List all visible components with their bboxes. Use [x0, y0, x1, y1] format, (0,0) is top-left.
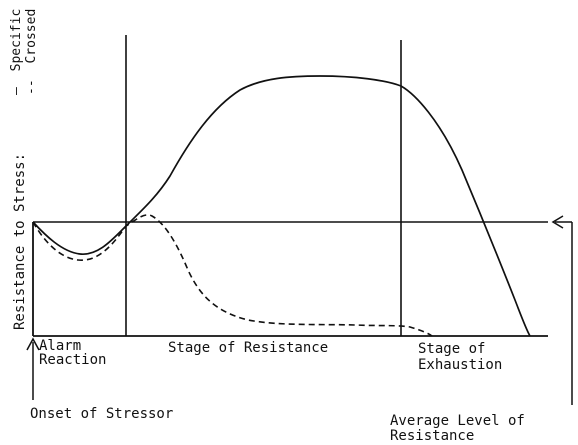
- average-level-arrow: [551, 215, 573, 405]
- svg-text:-- Crossed: -- Crossed: [24, 9, 39, 95]
- legend-specific-label: Specific: [9, 9, 24, 72]
- onset-arrow: [26, 337, 40, 400]
- stage-of-resistance-label: Stage of Resistance: [168, 340, 328, 356]
- crossed-resistance-curve: [32, 214, 433, 337]
- specific-resistance-curve: [32, 75, 531, 337]
- stage-of-exhaustion-label-line2: Exhaustion: [418, 357, 502, 373]
- average-level-label-line2: Resistance: [390, 428, 474, 444]
- onset-of-stressor-label: Onset of Stressor: [30, 406, 173, 422]
- y-axis-label: Resistance to Stress:: [12, 153, 28, 330]
- alarm-reaction-label-line2: Reaction: [39, 352, 106, 368]
- legend: — Specific -- Crossed: [9, 9, 39, 95]
- average-level-label-line1: Average Level of: [390, 413, 525, 429]
- legend-crossed-label: Crossed: [24, 9, 39, 64]
- alarm-reaction-label-line1: Alarm: [39, 338, 81, 354]
- stage-of-exhaustion-label-line1: Stage of: [418, 341, 485, 357]
- svg-text:— Specific: — Specific: [9, 9, 24, 95]
- legend-specific-symbol: —: [9, 87, 24, 95]
- legend-crossed-symbol: --: [24, 79, 39, 95]
